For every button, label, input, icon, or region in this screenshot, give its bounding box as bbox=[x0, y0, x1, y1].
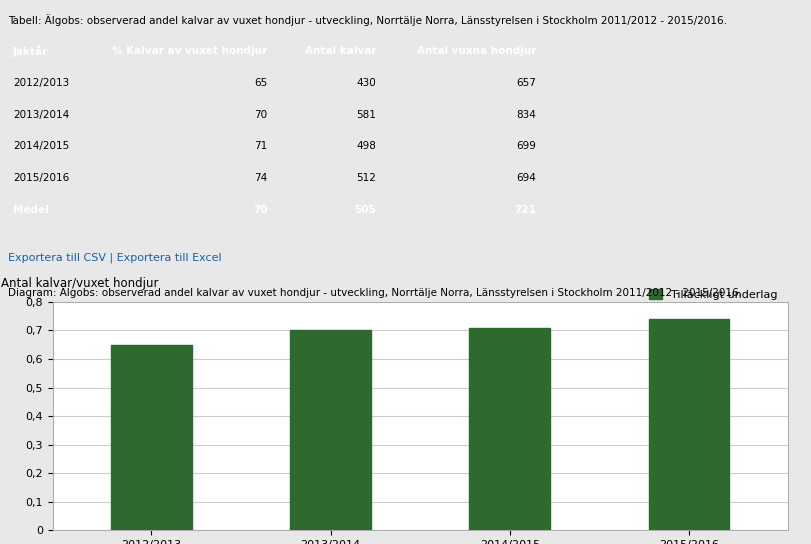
Text: 505: 505 bbox=[354, 205, 375, 215]
Text: Antal kalvar/vuxet hondjur: Antal kalvar/vuxet hondjur bbox=[2, 277, 159, 290]
Text: 834: 834 bbox=[516, 110, 535, 120]
Text: 694: 694 bbox=[516, 173, 535, 183]
Text: 2015/2016: 2015/2016 bbox=[13, 173, 69, 183]
Text: 74: 74 bbox=[254, 173, 267, 183]
Text: 2012/2013: 2012/2013 bbox=[13, 78, 69, 88]
Text: Antal vuxna hondjur: Antal vuxna hondjur bbox=[416, 46, 535, 56]
Text: Exportera till CSV | Exportera till Excel: Exportera till CSV | Exportera till Exce… bbox=[8, 253, 221, 263]
Text: 65: 65 bbox=[254, 78, 267, 88]
Text: 657: 657 bbox=[516, 78, 535, 88]
Text: Tabell: Älgobs: observerad andel kalvar av vuxet hondjur - utveckling, Norrtälje: Tabell: Älgobs: observerad andel kalvar … bbox=[8, 14, 726, 26]
Text: 430: 430 bbox=[356, 78, 375, 88]
Bar bbox=[469, 327, 550, 530]
Text: 721: 721 bbox=[513, 205, 535, 215]
Text: Jaktår: Jaktår bbox=[13, 45, 48, 57]
Text: 70: 70 bbox=[252, 205, 267, 215]
Bar bbox=[111, 345, 191, 530]
Text: 2013/2014: 2013/2014 bbox=[13, 110, 69, 120]
Text: 512: 512 bbox=[356, 173, 375, 183]
Text: Medel: Medel bbox=[13, 205, 49, 215]
Text: Diagram: Älgobs: observerad andel kalvar av vuxet hondjur - utveckling, Norrtälj: Diagram: Älgobs: observerad andel kalvar… bbox=[8, 286, 741, 298]
Legend: Tilläckligt underlag: Tilläckligt underlag bbox=[644, 285, 781, 304]
Text: Antal kalvar: Antal kalvar bbox=[304, 46, 375, 56]
Text: 71: 71 bbox=[254, 141, 267, 151]
Bar bbox=[290, 330, 371, 530]
Text: % Kalvar av vuxet hondjur: % Kalvar av vuxet hondjur bbox=[112, 46, 267, 56]
Text: 70: 70 bbox=[254, 110, 267, 120]
Text: 699: 699 bbox=[516, 141, 535, 151]
Text: 498: 498 bbox=[356, 141, 375, 151]
Text: 2014/2015: 2014/2015 bbox=[13, 141, 69, 151]
Bar bbox=[648, 319, 728, 530]
Text: 581: 581 bbox=[356, 110, 375, 120]
